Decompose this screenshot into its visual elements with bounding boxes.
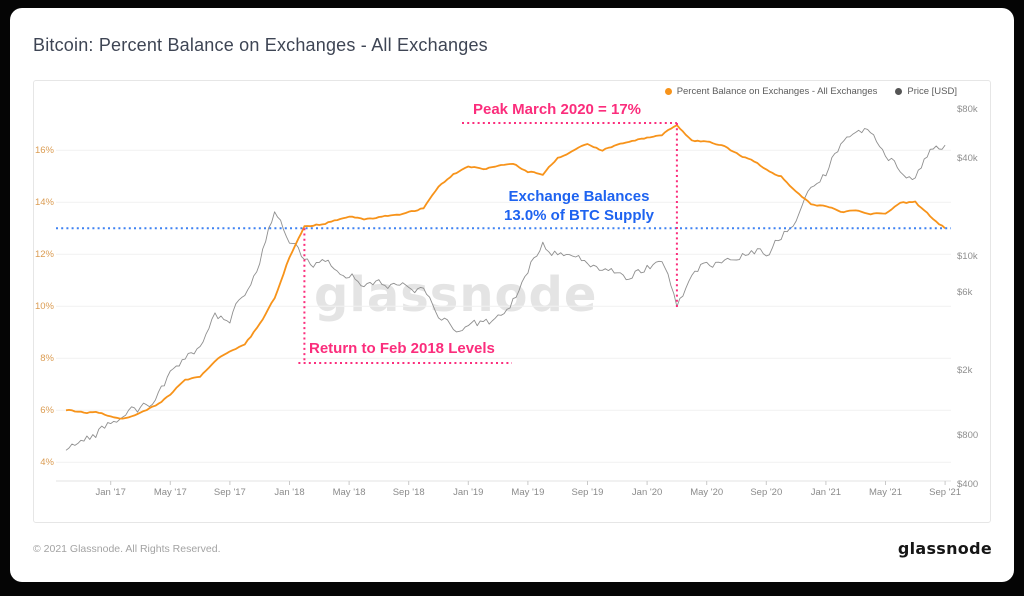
x-axis-label: Jan '18 [274, 487, 305, 498]
y-axis-label-left: 14% [34, 197, 54, 209]
balance-line [65, 124, 946, 420]
y-axis-label-right: $80k [957, 104, 978, 115]
y-axis-label-right: $10k [957, 251, 978, 262]
x-axis-label: Sep '19 [571, 487, 604, 498]
annotation-exchange-balance-line1: Exchange Balances [508, 188, 650, 205]
x-axis-label: May '19 [511, 487, 545, 498]
legend-item-price[interactable]: Price [USD] [895, 86, 957, 97]
price-line [65, 128, 946, 451]
y-axis-label-right: $6k [957, 287, 973, 299]
x-axis-label: May '17 [153, 487, 187, 498]
legend-dot-balance-icon [664, 88, 672, 95]
y-axis-label-right: $2k [957, 364, 973, 376]
y-axis-label-right: $800 [957, 429, 979, 441]
annotation-exchange-balance-line2: 13.0% of BTC Supply [503, 207, 655, 224]
x-axis-label: Sep '20 [750, 487, 783, 498]
legend-label-balance: Percent Balance on Exchanges - All Excha… [676, 86, 878, 97]
glassnode-watermark: glassnode [314, 267, 598, 323]
y-axis-label-right: $400 [957, 478, 979, 490]
x-axis-label: Jan '21 [810, 487, 842, 498]
x-axis-label: Jan '20 [631, 487, 663, 498]
legend-item-balance[interactable]: Percent Balance on Exchanges - All Excha… [664, 86, 878, 97]
y-axis-label-left: 6% [40, 405, 54, 417]
legend-label-price: Price [USD] [907, 86, 957, 97]
y-axis-label-left: 12% [34, 249, 54, 261]
x-axis-label: May '21 [869, 487, 902, 498]
x-axis-label: Jan '19 [453, 487, 484, 498]
legend-dot-price-icon [895, 88, 903, 95]
chart-plot [56, 122, 951, 485]
x-axis-label: May '18 [332, 487, 366, 498]
annotation-peak-march-2020: Peak March 2020 = 17% [472, 101, 642, 118]
chart-panel: Percent Balance on Exchanges - All Excha… [33, 80, 991, 523]
y-axis-label-left: 10% [34, 301, 54, 313]
annotation-exchange-balance: Exchange Balances 13.0% of BTC Supply [449, 187, 709, 225]
chart-card: Bitcoin: Percent Balance on Exchanges - … [10, 8, 1014, 582]
legend: Percent Balance on Exchanges - All Excha… [664, 86, 957, 97]
page-title: Bitcoin: Percent Balance on Exchanges - … [33, 35, 488, 55]
x-axis-label: Sep '18 [392, 487, 425, 498]
x-axis-label: Sep '17 [213, 487, 246, 498]
y-axis-label-left: 16% [34, 145, 54, 157]
y-axis-label-right: $40k [957, 153, 978, 164]
y-axis-label-left: 4% [40, 457, 54, 469]
glassnode-logo: glassnode [897, 539, 992, 558]
footer-copyright: © 2021 Glassnode. All Rights Reserved. [33, 543, 221, 555]
x-axis-label: Jan '17 [95, 487, 126, 498]
y-axis-label-left: 8% [40, 353, 54, 365]
x-axis-label: Sep '21 [929, 487, 962, 498]
annotation-return-feb-2018: Return to Feb 2018 Levels [309, 340, 495, 357]
x-axis-label: May '20 [690, 487, 724, 498]
